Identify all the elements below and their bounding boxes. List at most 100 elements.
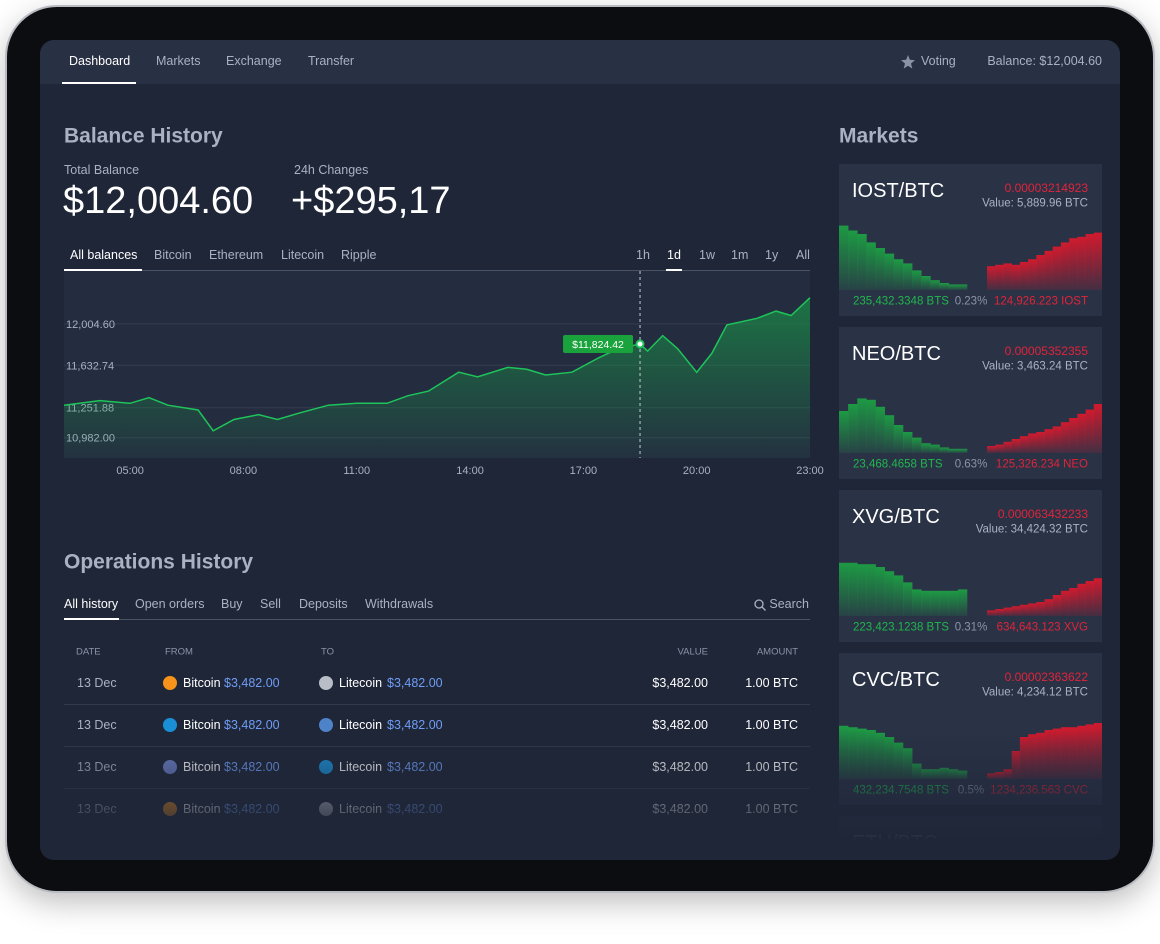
bid-bar (939, 447, 950, 453)
ask-bar (1069, 727, 1078, 779)
chart-tab[interactable]: Bitcoin (154, 247, 192, 262)
row-from-value[interactable]: $3,482.00 (224, 675, 280, 690)
range-tab[interactable]: 1h (636, 247, 650, 262)
tooltip-label: $11,824.42 (572, 339, 624, 351)
bid-bar (930, 280, 940, 290)
chart-tab[interactable]: Ripple (341, 247, 377, 262)
bid-bar (948, 769, 959, 779)
row-value: $3,482.00 (652, 801, 708, 816)
bid-bar (930, 444, 940, 453)
ask-bar (1028, 603, 1037, 616)
change-value: +$295,17 (291, 180, 451, 222)
ask-bar (1052, 426, 1062, 453)
bid-bar (893, 575, 904, 616)
chart-tab[interactable]: Litecoin (281, 247, 325, 262)
bid-bar (875, 732, 886, 779)
tab-divider (64, 619, 810, 620)
range-tab[interactable]: 1w (699, 247, 715, 262)
ops-tab[interactable]: Buy (221, 596, 243, 611)
nav-item[interactable]: Transfer (308, 53, 355, 68)
row-to-value[interactable]: $3,482.00 (387, 801, 443, 816)
market-card[interactable]: CVC/BTC 0.00002363622 Value: 4,234.12 BTC 4… (839, 653, 1102, 805)
bid-bar (848, 404, 858, 453)
row-from: Bitcoin (183, 675, 221, 690)
row-to: Litecoin (339, 759, 383, 774)
bid-bar (857, 398, 867, 453)
ask-bar (1052, 246, 1062, 290)
row-from: Bitcoin (183, 801, 221, 816)
chart-tab[interactable]: All balances (70, 247, 138, 262)
market-price: 0.00002363622 (1004, 670, 1088, 684)
ops-tab[interactable]: Sell (260, 596, 281, 611)
nav-item[interactable]: Markets (156, 53, 201, 68)
bid-bar (903, 263, 913, 290)
coin-icon (319, 760, 333, 774)
market-card[interactable]: ETH/BTC (839, 816, 1102, 860)
range-active-underline (666, 269, 682, 271)
column-header: AMOUNT (756, 646, 798, 658)
market-buy: 23,468.4658 BTS (853, 458, 943, 471)
bid-bar (848, 562, 858, 616)
column-header: TO (321, 646, 335, 658)
bid-bar (848, 230, 858, 290)
bid-bar (912, 589, 922, 616)
ask-bar (995, 609, 1004, 616)
row-value: $3,482.00 (652, 717, 708, 732)
ask-bar (1077, 725, 1086, 779)
range-tab[interactable]: 1y (765, 247, 779, 262)
market-card[interactable]: IOST/BTC 0.00003214923 Value: 5,889.96 BTC… (839, 164, 1102, 316)
section-title: Balance History (64, 124, 223, 148)
row-to: Litecoin (339, 717, 383, 732)
coin-icon (319, 676, 333, 690)
ops-tab[interactable]: Deposits (299, 596, 348, 611)
ask-bar (1093, 232, 1102, 290)
bid-bar (948, 284, 959, 290)
nav-active-underline (62, 82, 136, 84)
nav-item[interactable]: Exchange (226, 53, 282, 68)
range-tab[interactable]: 1m (731, 247, 749, 262)
row-value: $3,482.00 (652, 675, 708, 690)
chart-tab[interactable]: Ethereum (209, 247, 264, 262)
market-card[interactable]: XVG/BTC 0.000063432233 Value: 34,424.32 BT… (839, 490, 1102, 642)
bid-bar (866, 730, 876, 779)
ask-bar (987, 610, 996, 616)
bid-bar (848, 727, 858, 779)
search-box[interactable]: Search (769, 596, 809, 611)
star-icon (901, 55, 915, 69)
row-amount: 1.00 BTC (745, 759, 798, 774)
ops-tab[interactable]: All history (64, 596, 119, 611)
ask-bar (995, 264, 1004, 290)
market-value: Value: 4,234.12 BTC (982, 686, 1088, 699)
ask-bar (1003, 607, 1012, 616)
market-sell: 634,643.123 XVG (996, 621, 1088, 634)
market-card[interactable]: NEO/BTC 0.00005352355 Value: 3,463.24 BTC 2… (839, 327, 1102, 479)
ask-bar (1044, 730, 1054, 779)
nav-item[interactable]: Dashboard (69, 53, 131, 68)
coin-icon (163, 760, 177, 774)
row-to-value[interactable]: $3,482.00 (387, 717, 443, 732)
row-to-value[interactable]: $3,482.00 (387, 675, 443, 690)
bid-bar (857, 234, 867, 290)
bid-bar (948, 448, 959, 453)
bid-bar (839, 225, 849, 290)
row-from-value[interactable]: $3,482.00 (224, 801, 280, 816)
row-from-value[interactable]: $3,482.00 (224, 717, 280, 732)
bid-bar (875, 406, 886, 453)
market-buy: 235,432.3348 BTS (853, 295, 949, 308)
ask-bar (1019, 436, 1029, 453)
ops-tab[interactable]: Withdrawals (365, 596, 434, 611)
range-tab[interactable]: 1d (667, 247, 681, 262)
row-to-value[interactable]: $3,482.00 (387, 759, 443, 774)
ops-tab[interactable]: Open orders (135, 596, 205, 611)
depth-chart (839, 723, 1102, 779)
total-value: $12,004.60 (63, 180, 254, 222)
range-tab[interactable]: All (796, 247, 810, 262)
y-tick-label: 12,004.60 (66, 319, 115, 331)
row-date: 13 Dec (77, 801, 117, 816)
ask-bar (995, 772, 1004, 779)
bid-bar (903, 748, 913, 779)
voting-link[interactable]: Voting (921, 53, 956, 68)
market-buy: 223,423.1238 BTS (853, 621, 949, 634)
row-from-value[interactable]: $3,482.00 (224, 759, 280, 774)
bid-bar (839, 411, 849, 453)
